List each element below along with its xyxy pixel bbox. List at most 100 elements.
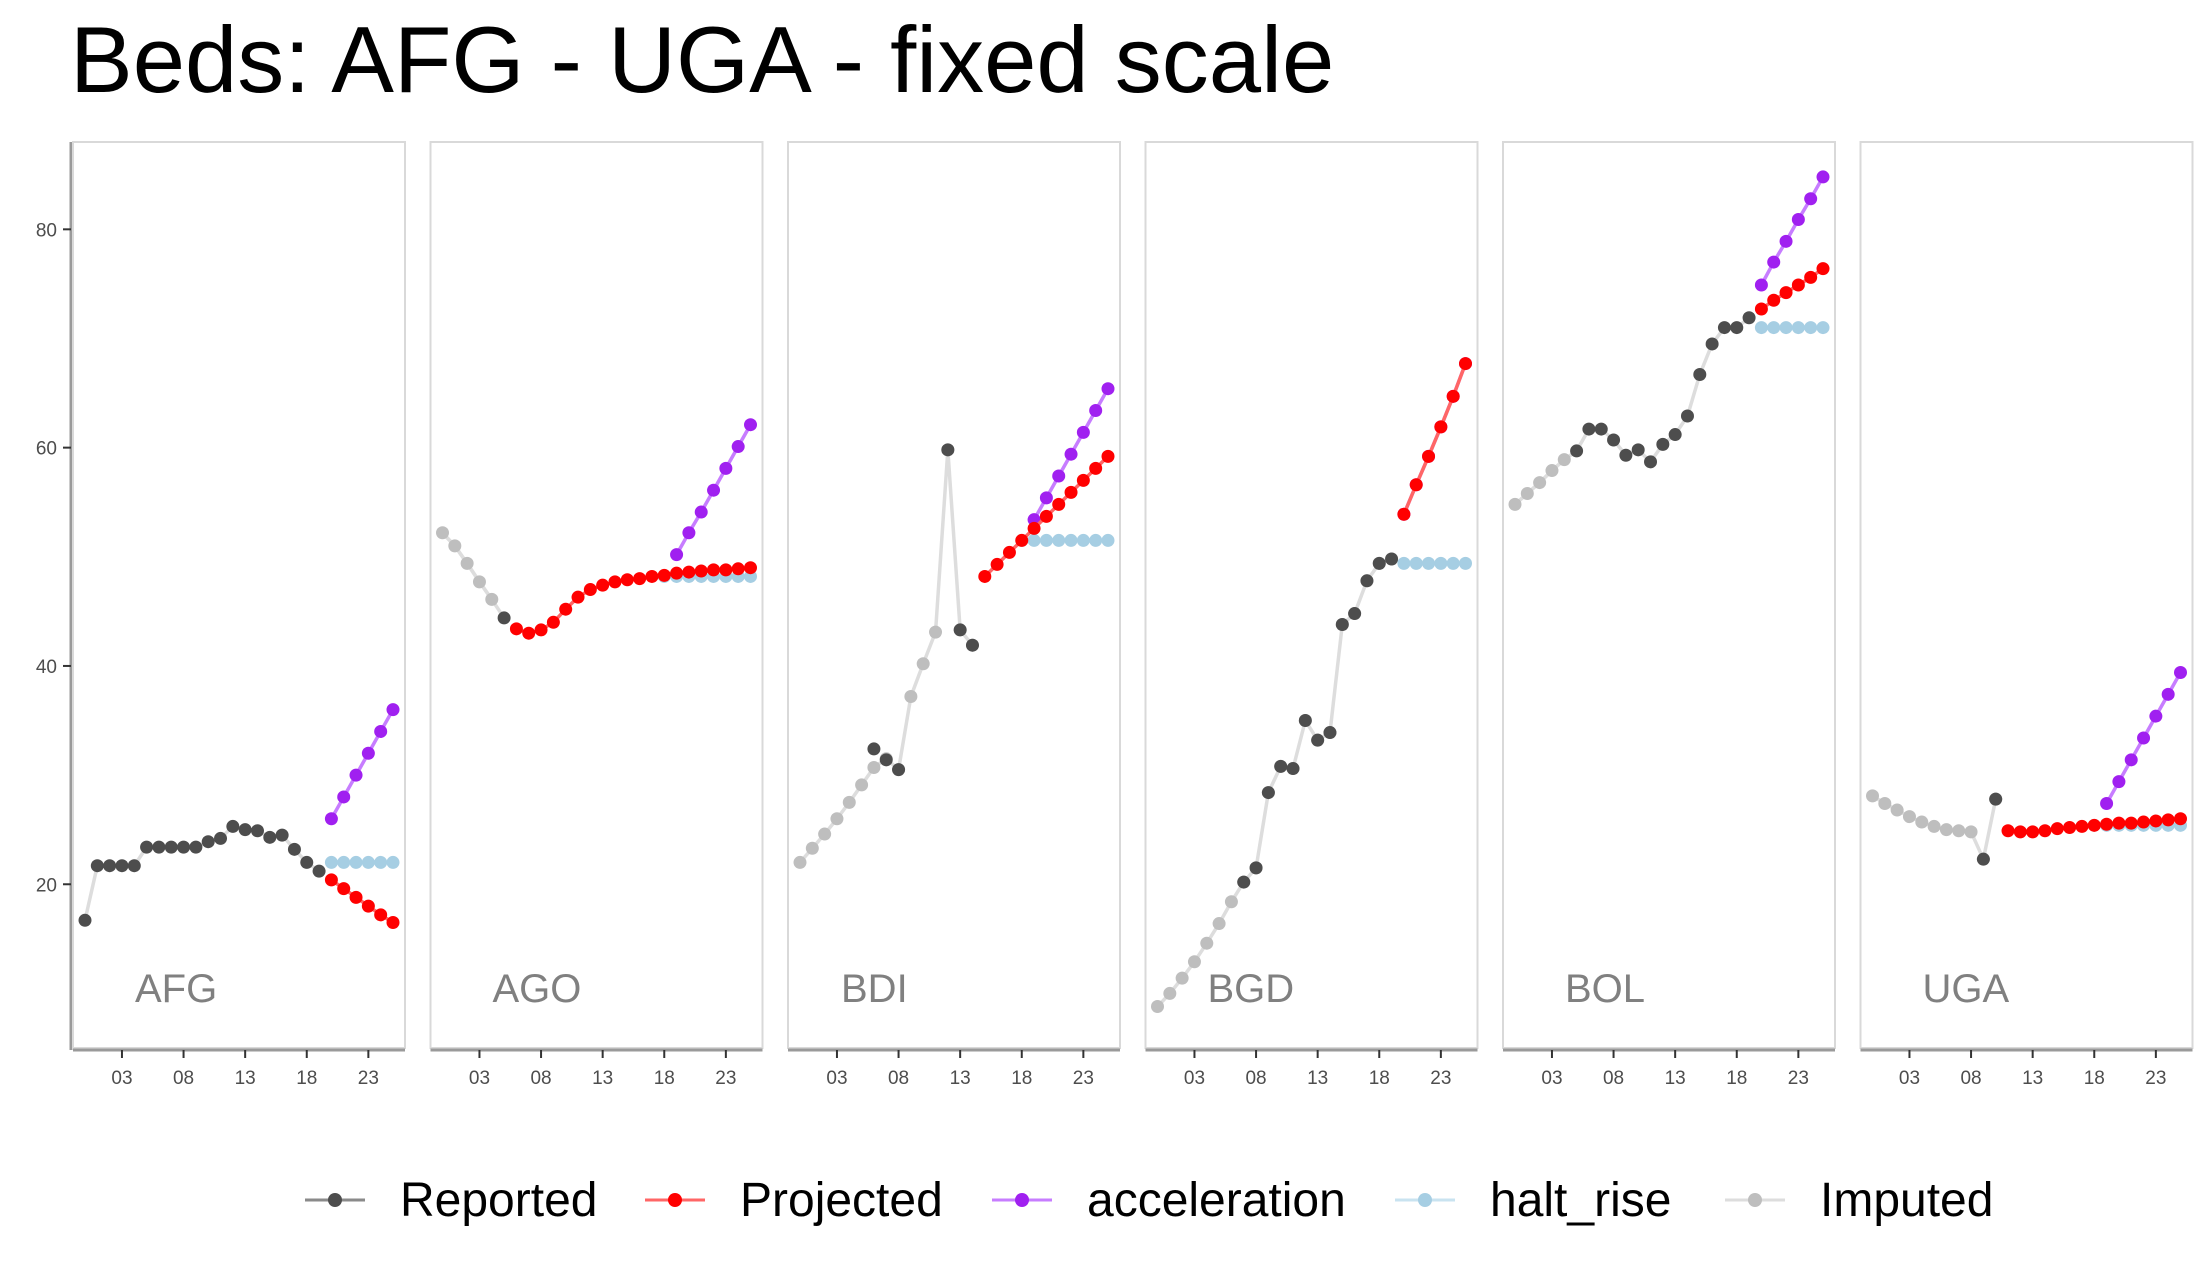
data-point <box>1261 786 1275 800</box>
data-point <box>1459 357 1472 371</box>
data-point <box>324 855 338 869</box>
data-point <box>361 855 375 869</box>
data-point <box>620 573 634 587</box>
data-point <box>1717 321 1731 335</box>
data-point <box>300 855 314 869</box>
x-tick-label: 23 <box>2145 1068 2166 1089</box>
data-point <box>201 835 215 849</box>
axes-layer: 20 40 60 80 <box>36 142 73 1050</box>
data-point <box>1200 936 1214 950</box>
panel-afg: 03 08 13 18 23 AFG <box>72 141 406 1089</box>
legend-key-point <box>1015 1193 1029 1207</box>
data-point <box>2124 753 2138 767</box>
x-tick-label: 13 <box>1665 1068 1686 1089</box>
data-point <box>559 602 573 616</box>
data-point <box>953 623 967 637</box>
legend-label: Reported <box>400 1174 597 1227</box>
data-point <box>1767 293 1781 307</box>
data-point <box>164 840 178 854</box>
data-point <box>349 855 363 869</box>
data-point <box>2149 709 2163 723</box>
data-point <box>226 819 240 833</box>
data-point <box>583 583 597 597</box>
panel-border <box>429 141 764 1049</box>
data-point <box>1335 617 1349 631</box>
data-point <box>965 638 979 652</box>
facet-label: AGO <box>493 967 582 1011</box>
data-point <box>324 873 338 887</box>
data-point <box>904 690 918 704</box>
x-tick-label: 23 <box>1073 1068 1094 1089</box>
data-point <box>744 561 757 575</box>
series-halt-rise <box>324 855 400 869</box>
series-line <box>1156 557 1393 1008</box>
data-point <box>1249 861 1263 875</box>
data-point <box>324 812 338 826</box>
data-point <box>1348 607 1362 621</box>
data-point <box>152 840 166 854</box>
data-point <box>2026 825 2040 839</box>
data-point <box>633 572 647 586</box>
data-point <box>1274 759 1288 773</box>
data-point <box>1298 714 1312 728</box>
panel-bol: 03 08 13 18 23 BOL <box>1502 141 1836 1089</box>
series-imputed <box>436 526 499 606</box>
data-point <box>731 440 745 454</box>
data-point <box>2174 666 2187 680</box>
x-tick-label: 08 <box>1960 1068 1981 1089</box>
data-point <box>1039 491 1053 505</box>
data-point <box>472 575 486 589</box>
data-point <box>707 563 721 577</box>
data-point <box>361 746 375 760</box>
data-point <box>867 742 881 756</box>
data-point <box>2137 815 2151 829</box>
data-point <box>1989 792 2003 806</box>
data-point <box>386 915 400 929</box>
data-point <box>879 753 893 767</box>
legend-item-imputed: Imputed <box>1725 1174 1993 1227</box>
chart-title: Beds: AFG - UGA - fixed scale <box>70 7 1335 112</box>
data-point <box>978 569 992 583</box>
data-point <box>1779 321 1793 335</box>
data-point <box>1619 448 1633 462</box>
data-point <box>892 763 906 777</box>
data-point <box>238 823 252 837</box>
data-point <box>1816 321 1830 335</box>
data-point <box>2087 818 2101 832</box>
data-point <box>127 859 141 873</box>
data-point <box>682 565 696 579</box>
data-point <box>1582 422 1596 436</box>
panel-uga: 03 08 13 18 23 UGA <box>1859 141 2194 1089</box>
data-point <box>793 855 807 869</box>
data-point <box>1397 507 1411 521</box>
data-point <box>1434 420 1448 434</box>
data-point <box>312 864 326 878</box>
x-tick-label: 18 <box>2084 1068 2105 1089</box>
facet-label: BGD <box>1208 967 1295 1011</box>
panel-border <box>1144 141 1479 1049</box>
data-point <box>1767 255 1781 269</box>
data-point <box>1508 497 1522 511</box>
data-point <box>436 526 449 540</box>
data-point <box>694 564 708 578</box>
data-point <box>744 418 757 432</box>
series-reported <box>867 443 979 777</box>
data-point <box>1151 1000 1164 1014</box>
data-point <box>1422 449 1436 463</box>
data-point <box>1101 382 1115 396</box>
data-point <box>2112 775 2126 789</box>
data-point <box>1915 815 1929 829</box>
y-tick-label: 80 <box>36 220 57 241</box>
series-projected <box>2001 812 2187 839</box>
data-point <box>1064 485 1078 499</box>
data-point <box>2137 731 2151 745</box>
data-point <box>90 859 104 873</box>
legend-key-point <box>328 1193 342 1207</box>
data-point <box>1570 444 1584 458</box>
data-point <box>2100 817 2114 831</box>
data-point <box>670 548 684 562</box>
series-projected <box>978 449 1115 583</box>
data-point <box>1015 533 1029 547</box>
data-point <box>263 830 277 844</box>
legend-label: halt_rise <box>1490 1174 1671 1227</box>
